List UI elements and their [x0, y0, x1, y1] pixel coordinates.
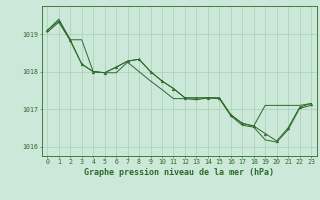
X-axis label: Graphe pression niveau de la mer (hPa): Graphe pression niveau de la mer (hPa)	[84, 168, 274, 177]
